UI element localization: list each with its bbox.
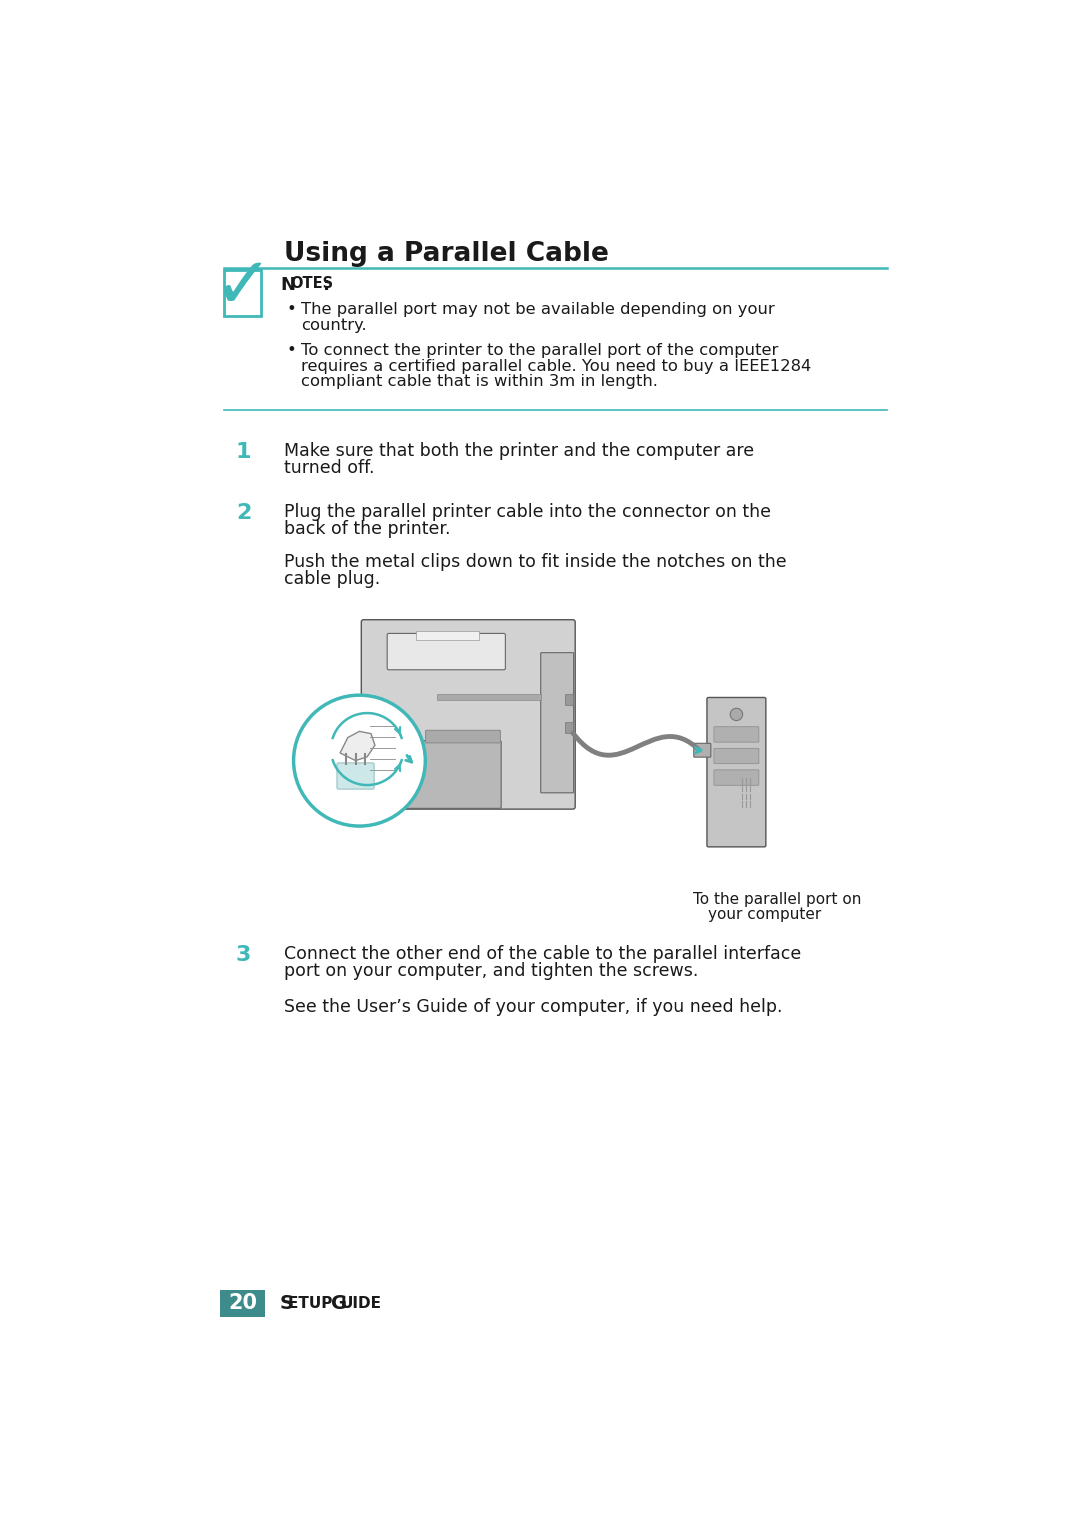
FancyBboxPatch shape [388, 633, 505, 670]
Text: ETUP: ETUP [288, 1296, 338, 1311]
FancyBboxPatch shape [714, 769, 759, 786]
Text: UIDE: UIDE [340, 1296, 381, 1311]
Text: To connect the printer to the parallel port of the computer: To connect the printer to the parallel p… [301, 343, 779, 359]
Text: 3: 3 [235, 946, 252, 966]
Bar [416, 632, 478, 641]
Circle shape [294, 696, 426, 826]
FancyBboxPatch shape [337, 763, 374, 789]
Text: The parallel port may not be available depending on your: The parallel port may not be available d… [301, 302, 774, 317]
FancyBboxPatch shape [362, 740, 501, 809]
Text: Plug the parallel printer cable into the connector on the: Plug the parallel printer cable into the… [284, 502, 771, 520]
FancyBboxPatch shape [426, 731, 500, 743]
Text: •: • [287, 343, 297, 359]
Bar [437, 694, 541, 699]
Circle shape [730, 708, 743, 720]
Text: OTES: OTES [291, 276, 333, 290]
Text: S: S [280, 1294, 294, 1312]
Text: cable plug.: cable plug. [284, 569, 380, 588]
Text: :: : [323, 276, 329, 293]
Text: Connect the other end of the cable to the parallel interface: Connect the other end of the cable to th… [284, 946, 801, 963]
FancyBboxPatch shape [714, 748, 759, 763]
FancyBboxPatch shape [362, 620, 576, 809]
Text: N: N [280, 276, 295, 293]
Text: Using a Parallel Cable: Using a Parallel Cable [284, 241, 609, 267]
Text: See the User’s Guide of your computer, if you need help.: See the User’s Guide of your computer, i… [284, 998, 782, 1016]
Text: 2: 2 [235, 502, 252, 523]
FancyBboxPatch shape [714, 726, 759, 742]
Text: G: G [332, 1294, 347, 1312]
Text: turned off.: turned off. [284, 459, 375, 476]
FancyBboxPatch shape [707, 697, 766, 847]
FancyBboxPatch shape [693, 743, 711, 757]
Text: To the parallel port on: To the parallel port on [693, 891, 862, 906]
Text: compliant cable that is within 3m in length.: compliant cable that is within 3m in len… [301, 374, 658, 389]
Text: Push the metal clips down to fit inside the notches on the: Push the metal clips down to fit inside … [284, 552, 786, 571]
Text: ✓: ✓ [213, 253, 273, 324]
FancyBboxPatch shape [541, 653, 573, 794]
Text: •: • [287, 302, 297, 317]
Bar [220, 1291, 266, 1317]
Text: back of the printer.: back of the printer. [284, 520, 450, 537]
Polygon shape [340, 731, 375, 760]
Text: 20: 20 [228, 1294, 257, 1314]
Text: Make sure that both the printer and the computer are: Make sure that both the printer and the … [284, 443, 754, 459]
Bar [565, 722, 572, 732]
Text: requires a certified parallel cable. You need to buy a IEEE1284: requires a certified parallel cable. You… [301, 359, 811, 374]
Text: country.: country. [301, 317, 366, 333]
Bar [565, 694, 572, 705]
Text: 1: 1 [235, 443, 252, 462]
Bar [225, 270, 261, 316]
Text: your computer: your computer [708, 906, 822, 922]
Text: port on your computer, and tighten the screws.: port on your computer, and tighten the s… [284, 963, 698, 980]
